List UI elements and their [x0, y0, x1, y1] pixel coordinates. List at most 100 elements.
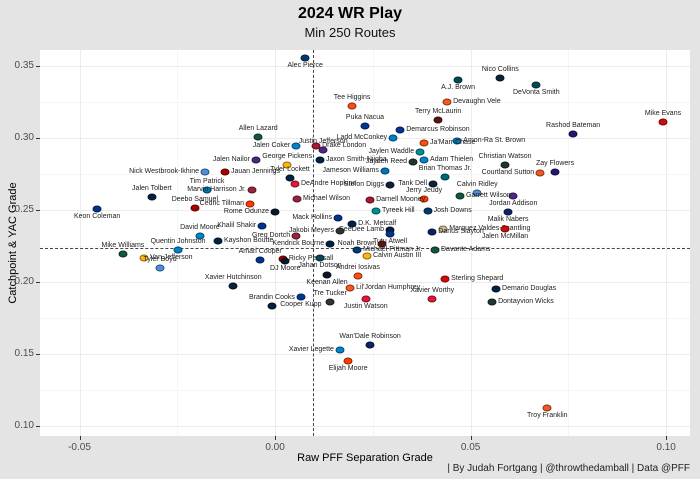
player-label: Xavier Hutchinson [204, 274, 262, 282]
player-point-den [345, 284, 355, 292]
player-point-phi [453, 76, 463, 84]
player-label: Mack Hollins [292, 214, 332, 222]
player-point-ind [300, 54, 310, 62]
player-label: Terry McLaurin [414, 107, 462, 115]
player-point-lar [395, 126, 405, 134]
player-label: CeeDee Lamb [338, 226, 385, 234]
player-label: DeAndre Hopkins [300, 179, 356, 187]
y-tick-label: 0.15 [14, 348, 34, 360]
player-label: Tim Patrick [189, 177, 225, 185]
y-tick-label: 0.10 [14, 420, 34, 432]
gridline-h [40, 65, 690, 67]
player-label: Calvin Austin III [372, 252, 422, 260]
y-tick-mark [36, 426, 40, 428]
player-point-kc [361, 295, 371, 303]
player-label: Jauan Jennings [230, 167, 281, 175]
player-label: Tyreek Hill [381, 207, 415, 215]
player-label: Van Jefferson [150, 253, 193, 261]
chart-title: 2024 WR Play [297, 5, 403, 22]
player-label: Demarcus Robinson [406, 125, 470, 133]
player-point-car [291, 142, 301, 150]
player-label: Jayden Reed [365, 158, 408, 166]
player-point-buf [92, 205, 102, 213]
player-point-tb [440, 275, 450, 283]
player-label: D.K. Metcalf [358, 219, 397, 227]
player-point-lac [388, 134, 398, 142]
player-point-gb [500, 161, 510, 169]
player-point-dal [147, 193, 157, 201]
gridline-minor-v [568, 50, 570, 436]
player-label: Cooper Kupp [280, 301, 322, 308]
player-label: Keenan Allen [306, 278, 348, 286]
player-label: DeVonta Smith [512, 88, 560, 96]
player-label: A.J. Brown [441, 83, 476, 91]
gridline-minor-h [40, 246, 690, 248]
player-point-den [535, 169, 545, 177]
player-label: David Moore [180, 224, 220, 232]
player-point-no [438, 225, 448, 233]
player-point-nyj [455, 192, 465, 200]
player-point-ten [155, 264, 165, 272]
gridline-h [40, 282, 690, 284]
player-point-det [202, 186, 212, 194]
player-point-min [318, 146, 328, 154]
player-point-det [452, 137, 462, 145]
player-label: Brandin Cooks [248, 294, 295, 302]
player-label: Jahan Dotson [298, 261, 342, 269]
player-label: Xavier Legette [288, 346, 334, 353]
gridline-minor-h [40, 174, 690, 175]
player-label: Xavier Worthy [410, 287, 455, 295]
player-point-gb [487, 298, 497, 306]
player-point-kc [290, 180, 300, 188]
player-label: Jalen McMillan [481, 233, 529, 241]
player-point-car [419, 156, 429, 164]
player-label: Khalil Shakir [217, 222, 257, 229]
player-label: Josh Downs [433, 207, 472, 215]
player-point-phi [315, 254, 325, 262]
player-label: Demario Douglas [502, 285, 557, 293]
player-label: Ladd McConkey [336, 134, 388, 141]
player-label: Brian Thomas Jr. [418, 165, 472, 173]
player-label: Allen Lazard [238, 124, 278, 132]
player-label: Quentin Johnston [150, 238, 206, 246]
y-tick-mark [36, 210, 40, 212]
player-label: Nick Westbrook-Ikhine [129, 167, 200, 175]
player-label: Jalen Nailor [212, 156, 250, 164]
gridline-h [40, 210, 690, 212]
player-point-buf [257, 222, 267, 230]
player-label: Ricky Pearsall [288, 254, 334, 262]
player-label: Marvin Harrison Jr. [187, 185, 246, 193]
y-tick-mark [36, 138, 40, 139]
player-point-sea [315, 156, 325, 164]
player-point-lv [335, 227, 345, 235]
player-label: Devaughn Vele [453, 97, 501, 105]
player-label: Jaxon Smith-Njigba [326, 156, 387, 164]
player-label: Kayshon Boutte [223, 236, 274, 244]
player-label: Kendrick Bourne [272, 240, 325, 247]
player-point-was [377, 240, 387, 248]
y-tick-mark [36, 354, 40, 356]
player-point-ind [352, 246, 362, 254]
player-point-bal [550, 168, 560, 176]
player-label: Troy Franklin [526, 412, 568, 420]
gridline-h [40, 138, 690, 139]
player-label: Jordan Addison [489, 200, 538, 208]
gridline-minor-h [40, 318, 690, 320]
gridline-v [275, 50, 277, 436]
player-point-car [335, 346, 345, 354]
gridline-h [40, 354, 690, 356]
player-point-ind [423, 207, 433, 215]
player-point-nyg [365, 341, 375, 349]
player-label: Marquez Valdes-Scantling [449, 225, 531, 233]
player-point-nyj [253, 133, 263, 141]
gridline-minor-h [40, 390, 690, 392]
x-tick-label: 0.05 [460, 442, 481, 453]
player-point-kc [427, 295, 437, 303]
player-point-hou [228, 282, 238, 290]
player-point-ten [472, 189, 482, 197]
player-point-lar [296, 293, 306, 301]
x-tick-label: 0.00 [265, 442, 285, 453]
player-point-ne [325, 240, 335, 248]
player-label: Cedric Tillman [199, 199, 245, 207]
player-point-dal [267, 302, 277, 310]
